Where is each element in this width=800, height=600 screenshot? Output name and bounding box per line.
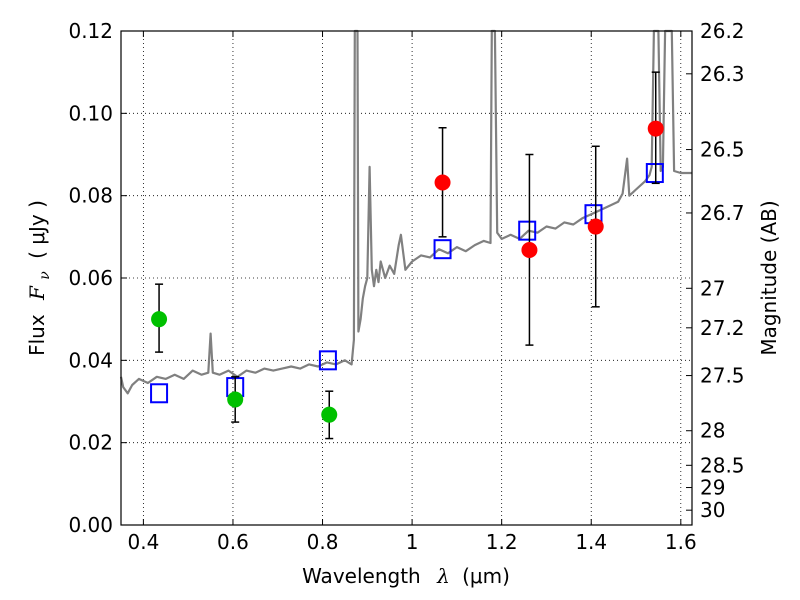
x-axis-label-symbol: λ [436, 564, 450, 588]
x-axis-label: Wavelength λ (μm) [302, 564, 510, 588]
observation-point [521, 242, 538, 259]
spectrum-layer [119, 29, 692, 395]
right-tick-label: 26.5 [700, 138, 745, 162]
y-tick-label: 0.04 [68, 348, 113, 372]
right-tick-label: 26.2 [700, 19, 745, 43]
ticks-layer: 0.4 0.6 0.8 1 1.2 1.4 1.6 0.00 0.02 0.04 0.06 0.08 0… [68, 19, 744, 554]
y-tick-label: 0.02 [68, 431, 113, 455]
plot-frame [120, 30, 693, 526]
y-axis-label-symbol: F [25, 285, 49, 301]
x-tick-label: 0.8 [307, 530, 339, 554]
right-tick-label: 27 [700, 276, 725, 300]
model-point [318, 350, 337, 371]
x-tick-label: 0.4 [127, 530, 159, 554]
y-tick-label: 0.12 [68, 19, 113, 43]
y-axis-label-unit: ( μJy ) [25, 200, 49, 259]
right-tick-label: 28.5 [700, 453, 745, 477]
observation-point [151, 311, 168, 328]
x-tick-label: 0.6 [217, 530, 249, 554]
model-point [518, 220, 537, 241]
right-tick-label: 27.2 [700, 316, 745, 340]
right-tick-label: 30 [700, 498, 725, 522]
y-axis-label: Flux F ν ( μJy ) [25, 200, 54, 356]
right-tick-label: 27.5 [700, 364, 745, 388]
observation-point [321, 406, 338, 423]
right-tick-label: 26.7 [700, 201, 745, 225]
model-point [433, 239, 452, 260]
observation-point [647, 120, 664, 137]
model-point [150, 383, 169, 404]
model-points-layer [150, 163, 664, 404]
y-tick-label: 0.08 [68, 184, 113, 208]
spectrum-line [119, 29, 692, 395]
x-axis-label-unit: (μm) [462, 564, 510, 588]
x-tick-label: 1.4 [575, 530, 607, 554]
y-tick-label: 0.06 [68, 266, 113, 290]
y-axis-label-prefix: Flux [25, 314, 49, 356]
right-tick-label: 28 [700, 419, 725, 443]
model-point [645, 163, 664, 184]
y-axis-label-subscript: ν [37, 271, 53, 280]
right-tick-label: 29 [700, 476, 725, 500]
right-axis-label: Magnitude (AB) [757, 200, 781, 355]
grid [121, 30, 692, 526]
y-tick-label: 0.00 [68, 513, 113, 537]
y-tick-label: 0.10 [68, 101, 113, 125]
x-tick-label: 1 [406, 530, 419, 554]
observations-layer [151, 71, 664, 440]
observation-point [434, 174, 451, 191]
x-tick-label: 1.6 [665, 530, 697, 554]
right-tick-label: 26.3 [700, 62, 745, 86]
observation-point [587, 218, 604, 235]
observation-point [227, 391, 244, 408]
x-tick-label: 1.2 [486, 530, 518, 554]
x-axis-label-prefix: Wavelength [302, 564, 421, 588]
